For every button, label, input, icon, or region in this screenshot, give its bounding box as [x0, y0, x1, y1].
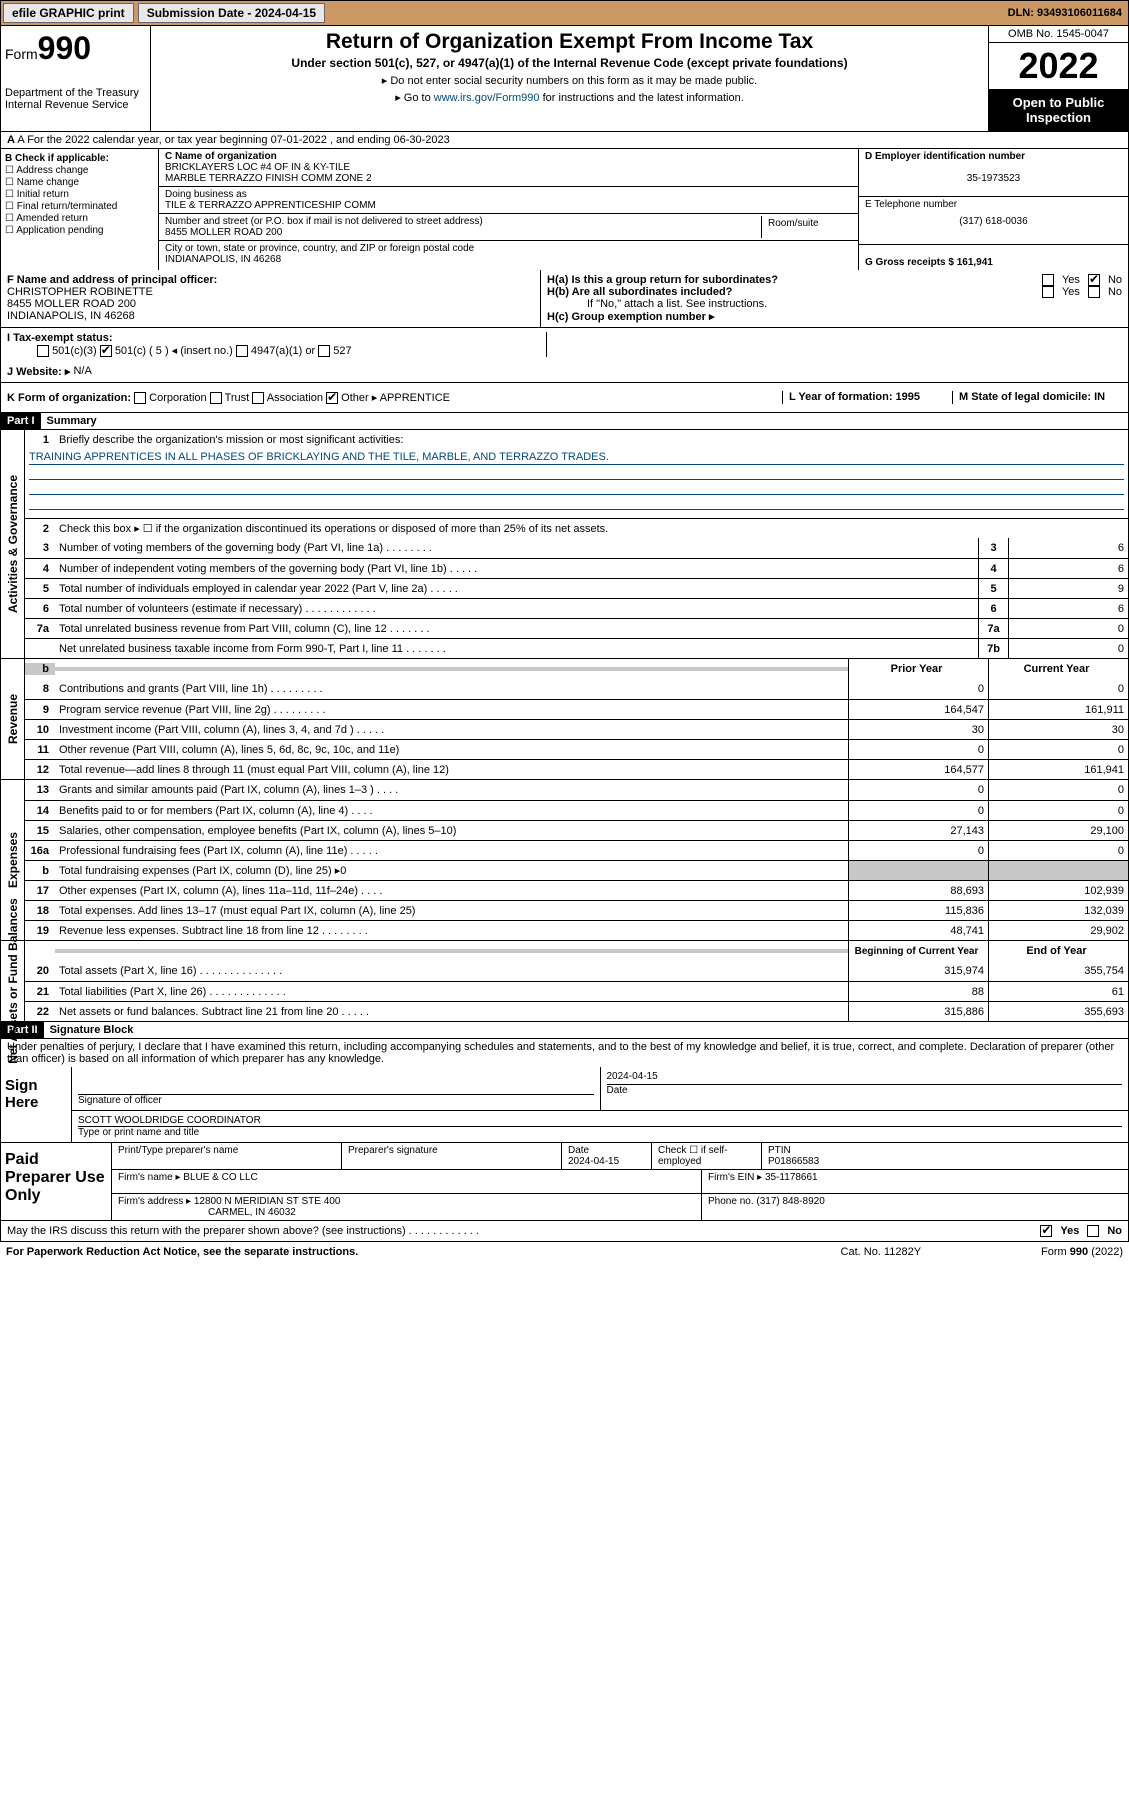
row-j-website: J Website: ▸ N/A — [0, 361, 1129, 383]
summary-line: 18Total expenses. Add lines 13–17 (must … — [25, 900, 1128, 920]
mission-text: TRAINING APPRENTICES IN ALL PHASES OF BR… — [29, 450, 1124, 465]
open-public-badge: Open to Public Inspection — [989, 89, 1128, 131]
part1-title: Summary — [41, 413, 103, 429]
section-h: H(a) Is this a group return for subordin… — [541, 270, 1128, 327]
dept-text: Department of the Treasury Internal Reve… — [5, 87, 146, 111]
summary-line: 5Total number of individuals employed in… — [25, 578, 1128, 598]
check-name-change[interactable]: ☐ Name change — [5, 177, 154, 188]
summary-line: bTotal fundraising expenses (Part IX, co… — [25, 860, 1128, 880]
dba-cell: Doing business as TILE & TERRAZZO APPREN… — [159, 187, 858, 214]
officer-cell: F Name and address of principal officer:… — [1, 270, 541, 327]
row-k: K Form of organization: Corporation Trus… — [0, 383, 1129, 413]
may-discuss-row: May the IRS discuss this return with the… — [0, 1221, 1129, 1242]
expenses-section: Expenses 13Grants and similar amounts pa… — [0, 780, 1129, 941]
revenue-section: Revenue bPrior YearCurrent Year 8Contrib… — [0, 659, 1129, 780]
org-name-cell: C Name of organization BRICKLAYERS LOC #… — [159, 149, 858, 187]
form-header: Form990 Department of the Treasury Inter… — [0, 26, 1129, 132]
instructions-link-row: ▸ Go to www.irs.gov/Form990 for instruct… — [155, 91, 984, 104]
ein-cell: D Employer identification number 35-1973… — [859, 149, 1128, 197]
dln-text: DLN: 93493106011684 — [1002, 7, 1128, 19]
city-cell: City or town, state or province, country… — [159, 241, 858, 267]
ssn-note: ▸ Do not enter social security numbers o… — [155, 74, 984, 87]
summary-line: 4Number of independent voting members of… — [25, 558, 1128, 578]
check-initial-return[interactable]: ☐ Initial return — [5, 189, 154, 200]
part2-title: Signature Block — [44, 1022, 140, 1038]
col-b-checkboxes: B Check if applicable: ☐ Address change … — [1, 149, 159, 270]
summary-line: 9Program service revenue (Part VIII, lin… — [25, 699, 1128, 719]
part1-header: Part I — [1, 413, 41, 429]
check-application-pending[interactable]: ☐ Application pending — [5, 225, 154, 236]
submission-date-button[interactable]: Submission Date - 2024-04-15 — [138, 3, 325, 23]
summary-line: 16aProfessional fundraising fees (Part I… — [25, 840, 1128, 860]
summary-line: 7aTotal unrelated business revenue from … — [25, 618, 1128, 638]
irs-link[interactable]: www.irs.gov/Form990 — [434, 92, 540, 104]
sign-here-section: Sign Here Signature of officer 2024-04-1… — [0, 1067, 1129, 1143]
summary-line: 6Total number of volunteers (estimate if… — [25, 598, 1128, 618]
summary-line: 15Salaries, other compensation, employee… — [25, 820, 1128, 840]
summary-line: 21Total liabilities (Part X, line 26) . … — [25, 981, 1128, 1001]
form-subtitle: Under section 501(c), 527, or 4947(a)(1)… — [155, 56, 984, 70]
phone-cell: E Telephone number (317) 618-0036 — [859, 197, 1128, 245]
form-990-link: Form 990 (2022) — [1041, 1246, 1123, 1258]
check-final-return[interactable]: ☐ Final return/terminated — [5, 201, 154, 212]
form-title: Return of Organization Exempt From Incom… — [155, 30, 984, 54]
footer: For Paperwork Reduction Act Notice, see … — [0, 1242, 1129, 1262]
row-fh: F Name and address of principal officer:… — [0, 270, 1129, 328]
gross-receipts-cell: G Gross receipts $ 161,941 — [859, 245, 1128, 270]
summary-line: 17Other expenses (Part IX, column (A), l… — [25, 880, 1128, 900]
penalty-text: Under penalties of perjury, I declare th… — [0, 1039, 1129, 1067]
row-i-tax-status: I Tax-exempt status: 501(c)(3) 501(c) ( … — [0, 328, 1129, 361]
address-cell: Number and street (or P.O. box if mail i… — [159, 214, 858, 241]
summary-line: 12Total revenue—add lines 8 through 11 (… — [25, 759, 1128, 779]
summary-line: 20Total assets (Part X, line 16) . . . .… — [25, 961, 1128, 981]
summary-line: 22Net assets or fund balances. Subtract … — [25, 1001, 1128, 1021]
summary-line: 8Contributions and grants (Part VIII, li… — [25, 679, 1128, 699]
summary-line: Net unrelated business taxable income fr… — [25, 638, 1128, 658]
summary-line: 19Revenue less expenses. Subtract line 1… — [25, 920, 1128, 940]
top-bar: efile GRAPHIC print Submission Date - 20… — [0, 0, 1129, 26]
row-a-tax-year: A A For the 2022 calendar year, or tax y… — [0, 132, 1129, 149]
check-amended-return[interactable]: ☐ Amended return — [5, 213, 154, 224]
efile-print-button[interactable]: efile GRAPHIC print — [3, 3, 134, 23]
governance-section: Activities & Governance 1Briefly describ… — [0, 430, 1129, 659]
summary-line: 14Benefits paid to or for members (Part … — [25, 800, 1128, 820]
tax-year: 2022 — [989, 43, 1128, 89]
paid-preparer-section: Paid Preparer Use Only Print/Type prepar… — [0, 1143, 1129, 1221]
summary-line: 11Other revenue (Part VIII, column (A), … — [25, 739, 1128, 759]
summary-line: 3Number of voting members of the governi… — [25, 538, 1128, 558]
summary-line: 13Grants and similar amounts paid (Part … — [25, 780, 1128, 800]
form-number: Form990 — [5, 30, 146, 67]
omb-number: OMB No. 1545-0047 — [989, 26, 1128, 43]
summary-line: 10Investment income (Part VIII, column (… — [25, 719, 1128, 739]
netassets-section: Net Assets or Fund Balances Beginning of… — [0, 941, 1129, 1022]
check-address-change[interactable]: ☐ Address change — [5, 165, 154, 176]
section-bcd: B Check if applicable: ☐ Address change … — [0, 149, 1129, 270]
